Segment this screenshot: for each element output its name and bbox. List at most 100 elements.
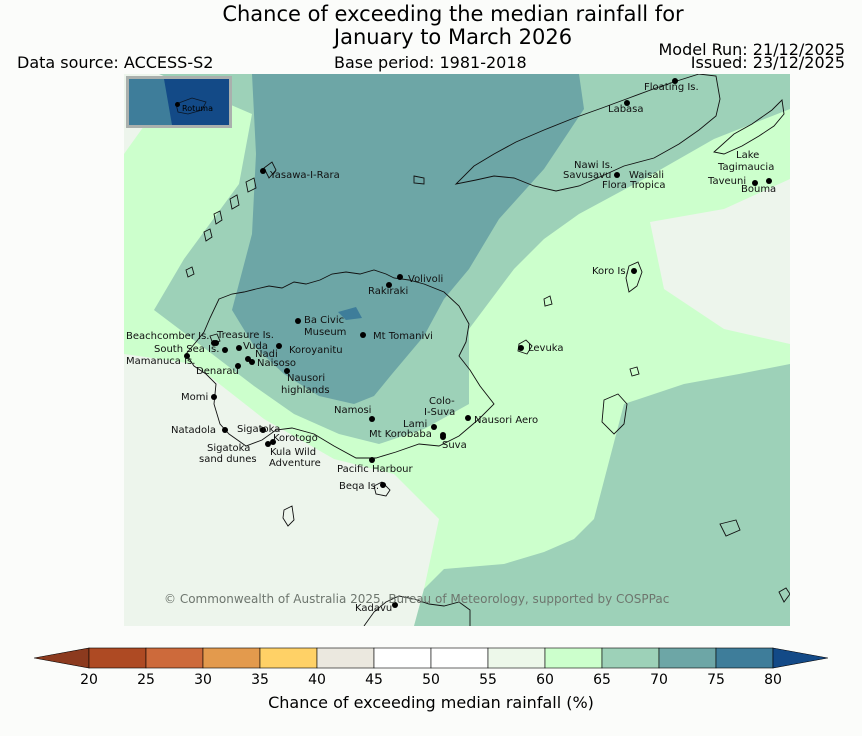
small-islands-coast <box>413 175 640 377</box>
data-source: Data source: ACCESS-S2 <box>17 53 214 72</box>
copyright-notice: © Commonwealth of Australia 2025, Bureau… <box>164 592 670 606</box>
colorbar-tick-label: 25 <box>137 672 155 688</box>
place-label: Treasure Is. <box>217 330 274 341</box>
place-label: Sigatoka <box>237 424 281 435</box>
place-marker <box>397 274 403 280</box>
place-label: Nadi <box>255 349 278 360</box>
place-marker <box>222 427 228 433</box>
place-label: Volivoli <box>408 274 444 285</box>
colorbar-tick-label: 80 <box>764 672 782 688</box>
colorbar-segment <box>88 647 147 669</box>
place-marker <box>752 180 758 186</box>
place-label: Denarau <box>196 366 239 377</box>
rainfall-map: Rotuma Floating Is. Labasa Nawi Is. Savusav… <box>124 74 790 626</box>
place-marker <box>260 168 266 174</box>
colorbar-tick-label: 55 <box>479 672 497 688</box>
place-label: Lami <box>403 419 428 430</box>
base-period: Base period: 1981-2018 <box>334 53 527 72</box>
place-label: Nawi Is. <box>574 160 614 171</box>
place-label: Museum <box>304 327 347 338</box>
place-label: Kadavu <box>355 603 393 614</box>
place-marker <box>465 415 471 421</box>
place-marker <box>276 343 282 349</box>
model-run: Model Run: 21/12/2025 <box>658 40 846 59</box>
place-marker <box>360 332 366 338</box>
taveuni-coast <box>713 99 785 155</box>
place-label: Waisali <box>629 170 665 181</box>
map-canvas <box>124 74 790 626</box>
place-label: Flora Tropica <box>602 180 666 191</box>
colorbar-title: Chance of exceeding median rainfall (%) <box>268 693 594 712</box>
place-label: Vuda <box>243 341 268 352</box>
place-label: Natadola <box>171 425 217 436</box>
place-label: Sigatoka <box>207 443 251 454</box>
place-marker <box>245 356 251 362</box>
place-marker <box>211 394 217 400</box>
place-label: Yasawa-I-Rara <box>270 170 340 181</box>
colorbar-extend-high <box>772 647 828 669</box>
place-label: Suva <box>442 440 467 451</box>
place-marker <box>236 345 242 351</box>
place-marker <box>284 368 290 374</box>
place-label: Lake <box>736 150 760 161</box>
place-label: Koro Is. <box>592 266 629 277</box>
colorbar-segment <box>145 647 204 669</box>
colorbar-segment <box>601 647 660 669</box>
place-label: sand dunes <box>199 454 257 465</box>
place-label: South Sea Is. <box>154 344 220 355</box>
kadavu-coast <box>363 595 471 626</box>
map-title-line2: January to March 2026 <box>333 25 573 49</box>
place-marker <box>260 427 266 433</box>
place-marker <box>440 434 446 440</box>
place-marker <box>213 340 219 346</box>
place-label: Koroyanitu <box>289 345 343 356</box>
place-marker <box>270 439 276 445</box>
zone-70-75 <box>232 74 584 404</box>
place-label: Levuka <box>528 343 564 354</box>
place-label: Taveuni <box>708 176 747 187</box>
colorbar-segment <box>373 647 432 669</box>
place-label: Beqa Is. <box>339 481 380 492</box>
place-marker <box>386 282 392 288</box>
place-label: Momi <box>181 392 209 403</box>
ono-coast <box>778 587 790 603</box>
place-label: highlands <box>281 385 330 396</box>
colorbar-segment <box>487 647 546 669</box>
colorbar-tick-label: 40 <box>308 672 326 688</box>
place-marker <box>369 416 375 422</box>
zone-55-60-east <box>650 179 790 344</box>
place-marker <box>624 100 630 106</box>
zone-55-60-sw <box>124 354 439 626</box>
colorbar-segment <box>715 647 774 669</box>
issued-date: Issued: 23/12/2025 <box>690 53 845 72</box>
viti-levu-coast <box>185 269 495 459</box>
place-marker <box>431 424 437 430</box>
place-label: Mt Korobaba <box>369 429 432 440</box>
place-label: Floating Is. <box>644 82 699 93</box>
colorbar-extend-low <box>34 647 90 669</box>
colorbar-tick-label: 70 <box>650 672 668 688</box>
place-marker <box>631 268 637 274</box>
map-title-line1: Chance of exceeding the median rainfall … <box>222 2 684 26</box>
colorbar-tick-label: 75 <box>707 672 725 688</box>
place-marker <box>380 482 386 488</box>
colorbar-segment <box>430 647 489 669</box>
colorbar-tick-label: 60 <box>536 672 554 688</box>
colorbar-segment <box>544 647 603 669</box>
zone-75-80 <box>338 307 362 320</box>
colorbar-tick-label: 35 <box>251 672 269 688</box>
place-marker <box>265 441 271 447</box>
place-marker <box>249 359 255 365</box>
colorbar-tick-label: 30 <box>194 672 212 688</box>
place-label: Bouma <box>741 184 777 195</box>
vatulele-coast <box>282 505 295 527</box>
place-label: Pacific Harbour <box>337 464 413 475</box>
place-marker <box>184 353 190 359</box>
place-label: I-Suva <box>424 407 456 418</box>
place-label: Naisoso <box>257 358 297 369</box>
place-label: Colo- <box>429 396 455 407</box>
place-label: Ba Civic <box>304 315 345 326</box>
place-marker <box>235 363 241 369</box>
place-marker-rotuma <box>175 102 180 107</box>
place-label: Savusavu <box>563 170 612 181</box>
